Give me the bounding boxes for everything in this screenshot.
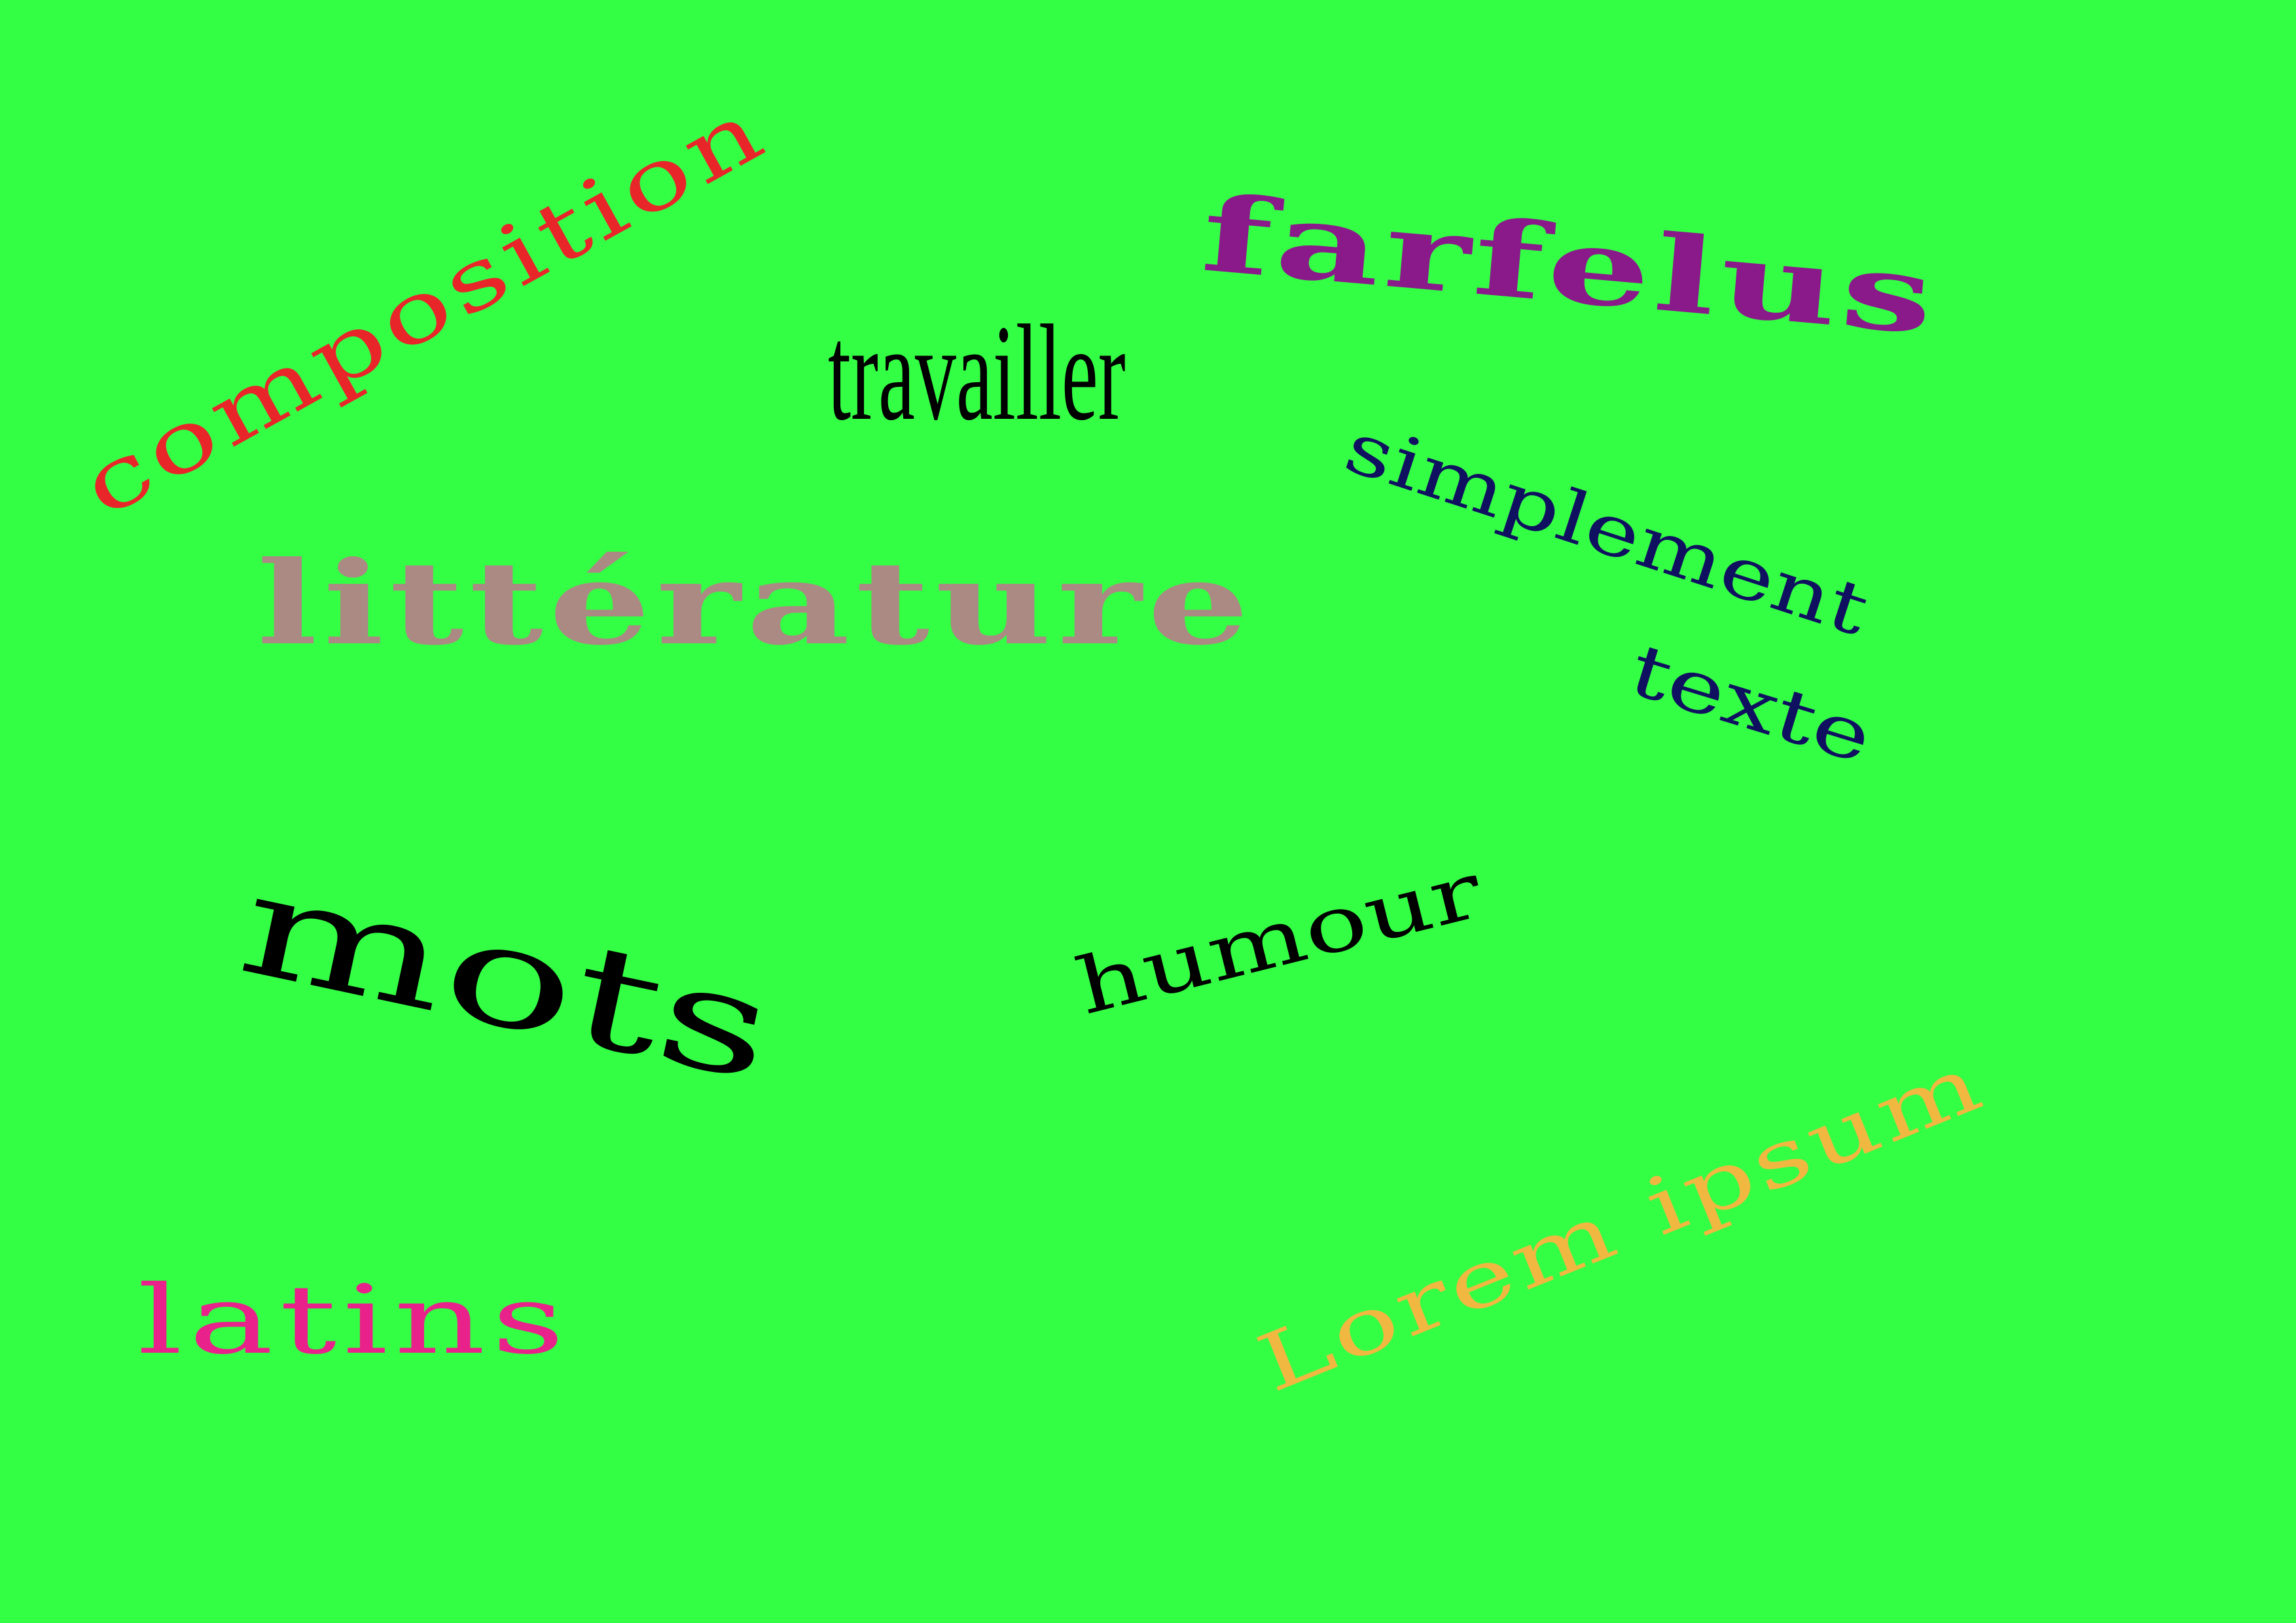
word-simplement: simplement [1335, 406, 1878, 652]
word-litterature: littérature [257, 537, 1255, 671]
word-texte: texte [1620, 627, 1882, 780]
word-travailler: travailler [828, 297, 1126, 449]
word-humour: humour [1067, 844, 1490, 1033]
word-lorem-ipsum: Lorem ipsum [1245, 1036, 1997, 1411]
word-farfelus: farfelus [1197, 171, 1943, 359]
word-mots: mots [227, 840, 787, 1113]
word-composition: composition [65, 79, 783, 537]
word-latins: latins [137, 1265, 571, 1376]
